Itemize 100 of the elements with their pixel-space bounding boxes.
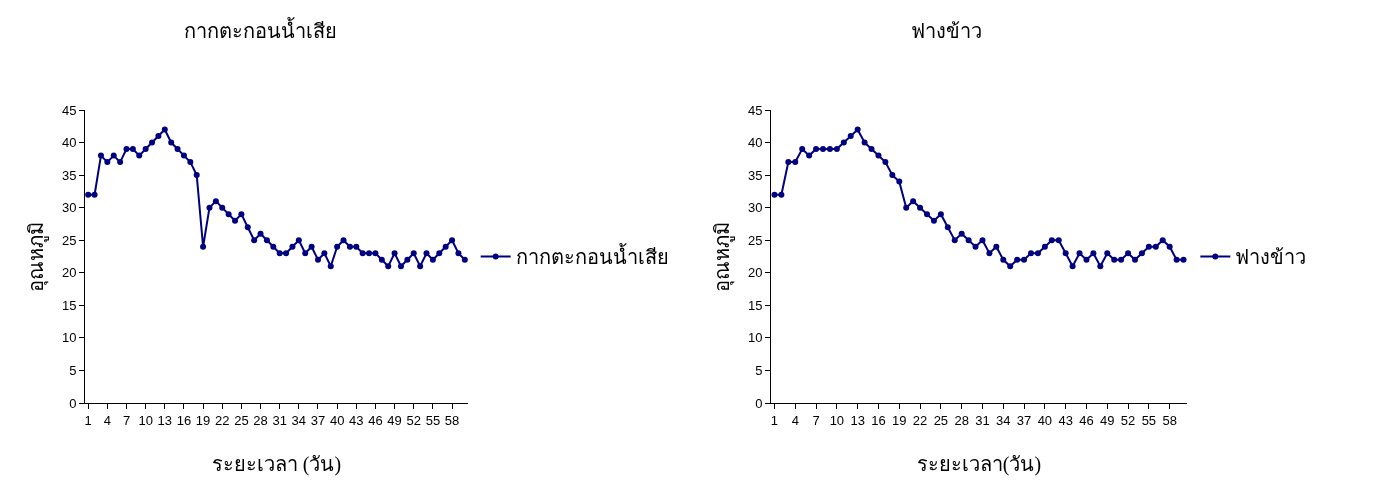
x-tick-label: 40 xyxy=(1037,412,1053,428)
y-tick-label: 45 xyxy=(61,102,77,118)
point xyxy=(1132,256,1138,263)
point xyxy=(930,217,937,224)
x-tick-label: 55 xyxy=(1141,412,1157,428)
point xyxy=(263,237,270,244)
point xyxy=(423,250,430,257)
x-tick-label: 25 xyxy=(234,412,249,428)
point xyxy=(449,237,456,244)
point xyxy=(257,230,264,237)
x-tick-label: 43 xyxy=(349,412,364,428)
point xyxy=(1083,256,1090,263)
x-axis-title: ระยะเวลา(วัน) xyxy=(916,453,1042,477)
point xyxy=(1118,256,1125,263)
point xyxy=(359,250,366,257)
point xyxy=(1048,237,1055,244)
point xyxy=(187,159,194,166)
point xyxy=(429,256,436,263)
point xyxy=(244,224,251,231)
x-tick-label: 46 xyxy=(368,412,383,428)
point xyxy=(302,250,309,257)
point xyxy=(993,243,1000,250)
x-tick-label: 13 xyxy=(850,412,865,428)
point xyxy=(1097,263,1104,270)
x-tick-label: 52 xyxy=(406,412,421,428)
point xyxy=(1041,243,1048,250)
point xyxy=(944,224,951,231)
point xyxy=(1166,243,1173,250)
point xyxy=(193,172,200,179)
x-tick-label: 49 xyxy=(387,412,402,428)
point xyxy=(366,250,373,257)
y-tick-label: 20 xyxy=(747,265,763,281)
point xyxy=(289,243,296,250)
point xyxy=(327,263,334,270)
point xyxy=(1034,250,1041,257)
x-axis-title: ระยะเวลา (วัน) xyxy=(211,453,342,477)
point xyxy=(232,217,239,224)
point xyxy=(799,146,806,153)
point xyxy=(149,139,156,146)
x-tick-label: 16 xyxy=(176,412,192,428)
point xyxy=(1055,237,1062,244)
y-tick-label: 10 xyxy=(747,330,763,346)
point xyxy=(180,152,187,159)
x-tick-label: 1 xyxy=(84,412,92,428)
y-tick-label: 0 xyxy=(755,395,763,411)
x-tick-label: 31 xyxy=(272,412,287,428)
x-tick-label: 28 xyxy=(954,412,969,428)
x-tick-label: 4 xyxy=(791,412,799,428)
y-tick-label: 5 xyxy=(69,362,77,378)
point xyxy=(321,250,328,257)
x-tick-label: 22 xyxy=(912,412,928,428)
point xyxy=(461,256,468,263)
point xyxy=(792,159,799,166)
point xyxy=(1125,250,1132,257)
x-tick-label: 43 xyxy=(1058,412,1073,428)
point xyxy=(868,146,875,153)
point xyxy=(1111,256,1118,263)
point xyxy=(1007,263,1014,270)
y-tick-label: 15 xyxy=(747,297,763,313)
point xyxy=(771,191,778,198)
point xyxy=(854,126,861,133)
point xyxy=(910,198,917,205)
y-tick-label: 40 xyxy=(61,135,77,151)
point xyxy=(455,250,462,257)
point xyxy=(372,250,379,257)
point xyxy=(778,191,785,198)
point xyxy=(378,256,385,263)
point xyxy=(840,139,847,146)
point xyxy=(847,133,854,140)
x-tick-label: 7 xyxy=(122,412,131,428)
x-tick-label: 58 xyxy=(1162,412,1177,428)
point xyxy=(206,204,213,211)
y-tick-label: 0 xyxy=(69,395,77,411)
point xyxy=(785,159,792,166)
point xyxy=(404,256,411,263)
point xyxy=(200,243,207,250)
point xyxy=(924,211,930,218)
point xyxy=(436,250,443,257)
point xyxy=(97,152,104,159)
point xyxy=(1104,250,1111,257)
x-tick-label: 37 xyxy=(310,412,326,428)
point xyxy=(986,250,993,257)
x-tick-label: 40 xyxy=(329,412,345,428)
point xyxy=(1138,250,1145,257)
point xyxy=(397,263,404,270)
x-tick-label: 25 xyxy=(933,412,949,428)
point xyxy=(958,230,965,237)
point xyxy=(882,159,889,166)
point xyxy=(813,146,820,153)
point xyxy=(385,263,392,270)
point xyxy=(225,211,232,218)
point xyxy=(142,146,149,153)
point xyxy=(314,256,321,263)
point xyxy=(806,152,813,159)
point xyxy=(917,204,924,211)
x-tick-label: 55 xyxy=(425,412,441,428)
point xyxy=(136,152,143,159)
y-axis-title: อุณหภูมิ xyxy=(711,221,736,292)
x-tick-label: 34 xyxy=(996,412,1011,428)
point xyxy=(110,152,117,159)
